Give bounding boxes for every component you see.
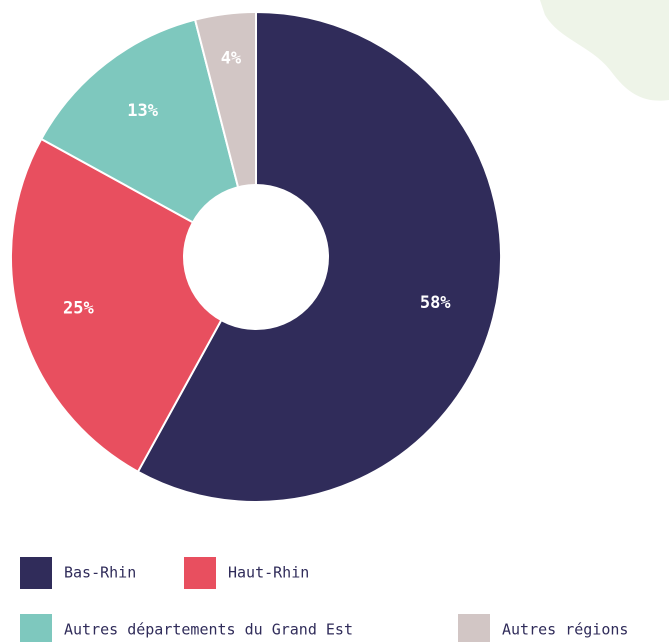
legend: Bas-Rhin Haut-Rhin Autres départements du … xyxy=(20,557,628,642)
value-label: 58% xyxy=(420,293,451,313)
legend-swatch xyxy=(20,557,52,589)
background-blob xyxy=(540,0,669,101)
legend-label: Autres régions xyxy=(502,621,628,639)
value-label: 4% xyxy=(221,49,242,69)
value-label: 25% xyxy=(63,299,94,319)
legend-swatch xyxy=(458,614,490,642)
donut-hole xyxy=(183,184,329,330)
legend-swatch xyxy=(184,557,216,589)
legend-label: Bas-Rhin xyxy=(64,564,136,582)
legend-swatch xyxy=(20,614,52,642)
legend-label: Autres départements du Grand Est xyxy=(64,621,353,639)
legend-label: Haut-Rhin xyxy=(228,564,309,582)
labels: 58% 25% 13% 4% xyxy=(63,49,451,319)
slice xyxy=(10,137,258,474)
slice xyxy=(39,18,258,259)
value-label: 13% xyxy=(127,101,158,121)
